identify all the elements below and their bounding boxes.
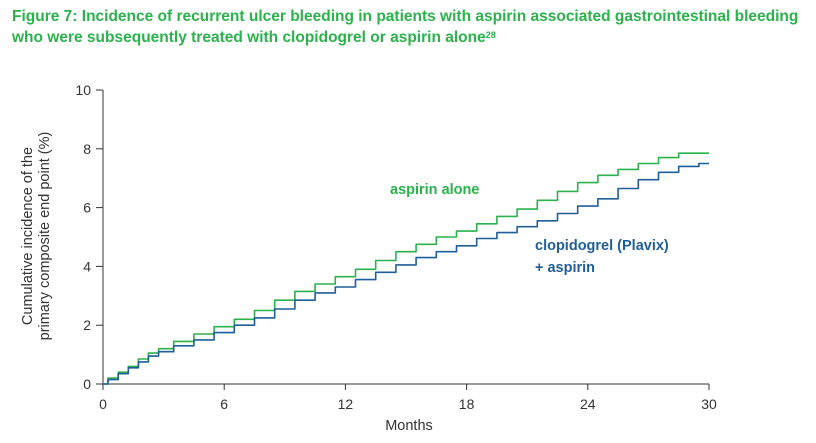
x-axis-title: Months — [385, 418, 433, 434]
figure-title-text: Figure 7: Incidence of recurrent ulcer b… — [12, 8, 799, 46]
x-tick-label: 18 — [459, 396, 475, 412]
series-lines — [103, 152, 709, 385]
series-label-clopidogrel-line2: + aspirin — [535, 260, 595, 276]
x-tick-label: 0 — [99, 396, 107, 412]
series-line-clopidogrel-aspirin — [103, 162, 709, 385]
y-tick-label: 6 — [83, 200, 91, 216]
series-label-clopidogrel-line1: clopidogrel (Plavix) — [535, 238, 669, 254]
y-axis-title-line1: Cumulative incidence of the — [20, 147, 36, 325]
y-tick-label: 8 — [83, 141, 91, 157]
axes — [102, 90, 709, 385]
x-tick-label: 30 — [701, 396, 717, 412]
x-tick-label: 12 — [338, 396, 354, 412]
figure-title: Figure 7: Incidence of recurrent ulcer b… — [12, 6, 812, 48]
x-tick-label: 24 — [580, 396, 596, 412]
series-label-aspirin-alone: aspirin alone — [390, 182, 479, 198]
y-tick-label: 10 — [75, 82, 91, 98]
y-tick-label: 4 — [83, 258, 91, 274]
y-tick-label: 0 — [83, 376, 91, 392]
y-axis-title-line2: primary composite end point (%) — [37, 132, 53, 341]
y-tick-label: 2 — [83, 317, 91, 333]
reference-superscript: 28 — [485, 30, 496, 40]
x-tick-label: 6 — [220, 396, 228, 412]
